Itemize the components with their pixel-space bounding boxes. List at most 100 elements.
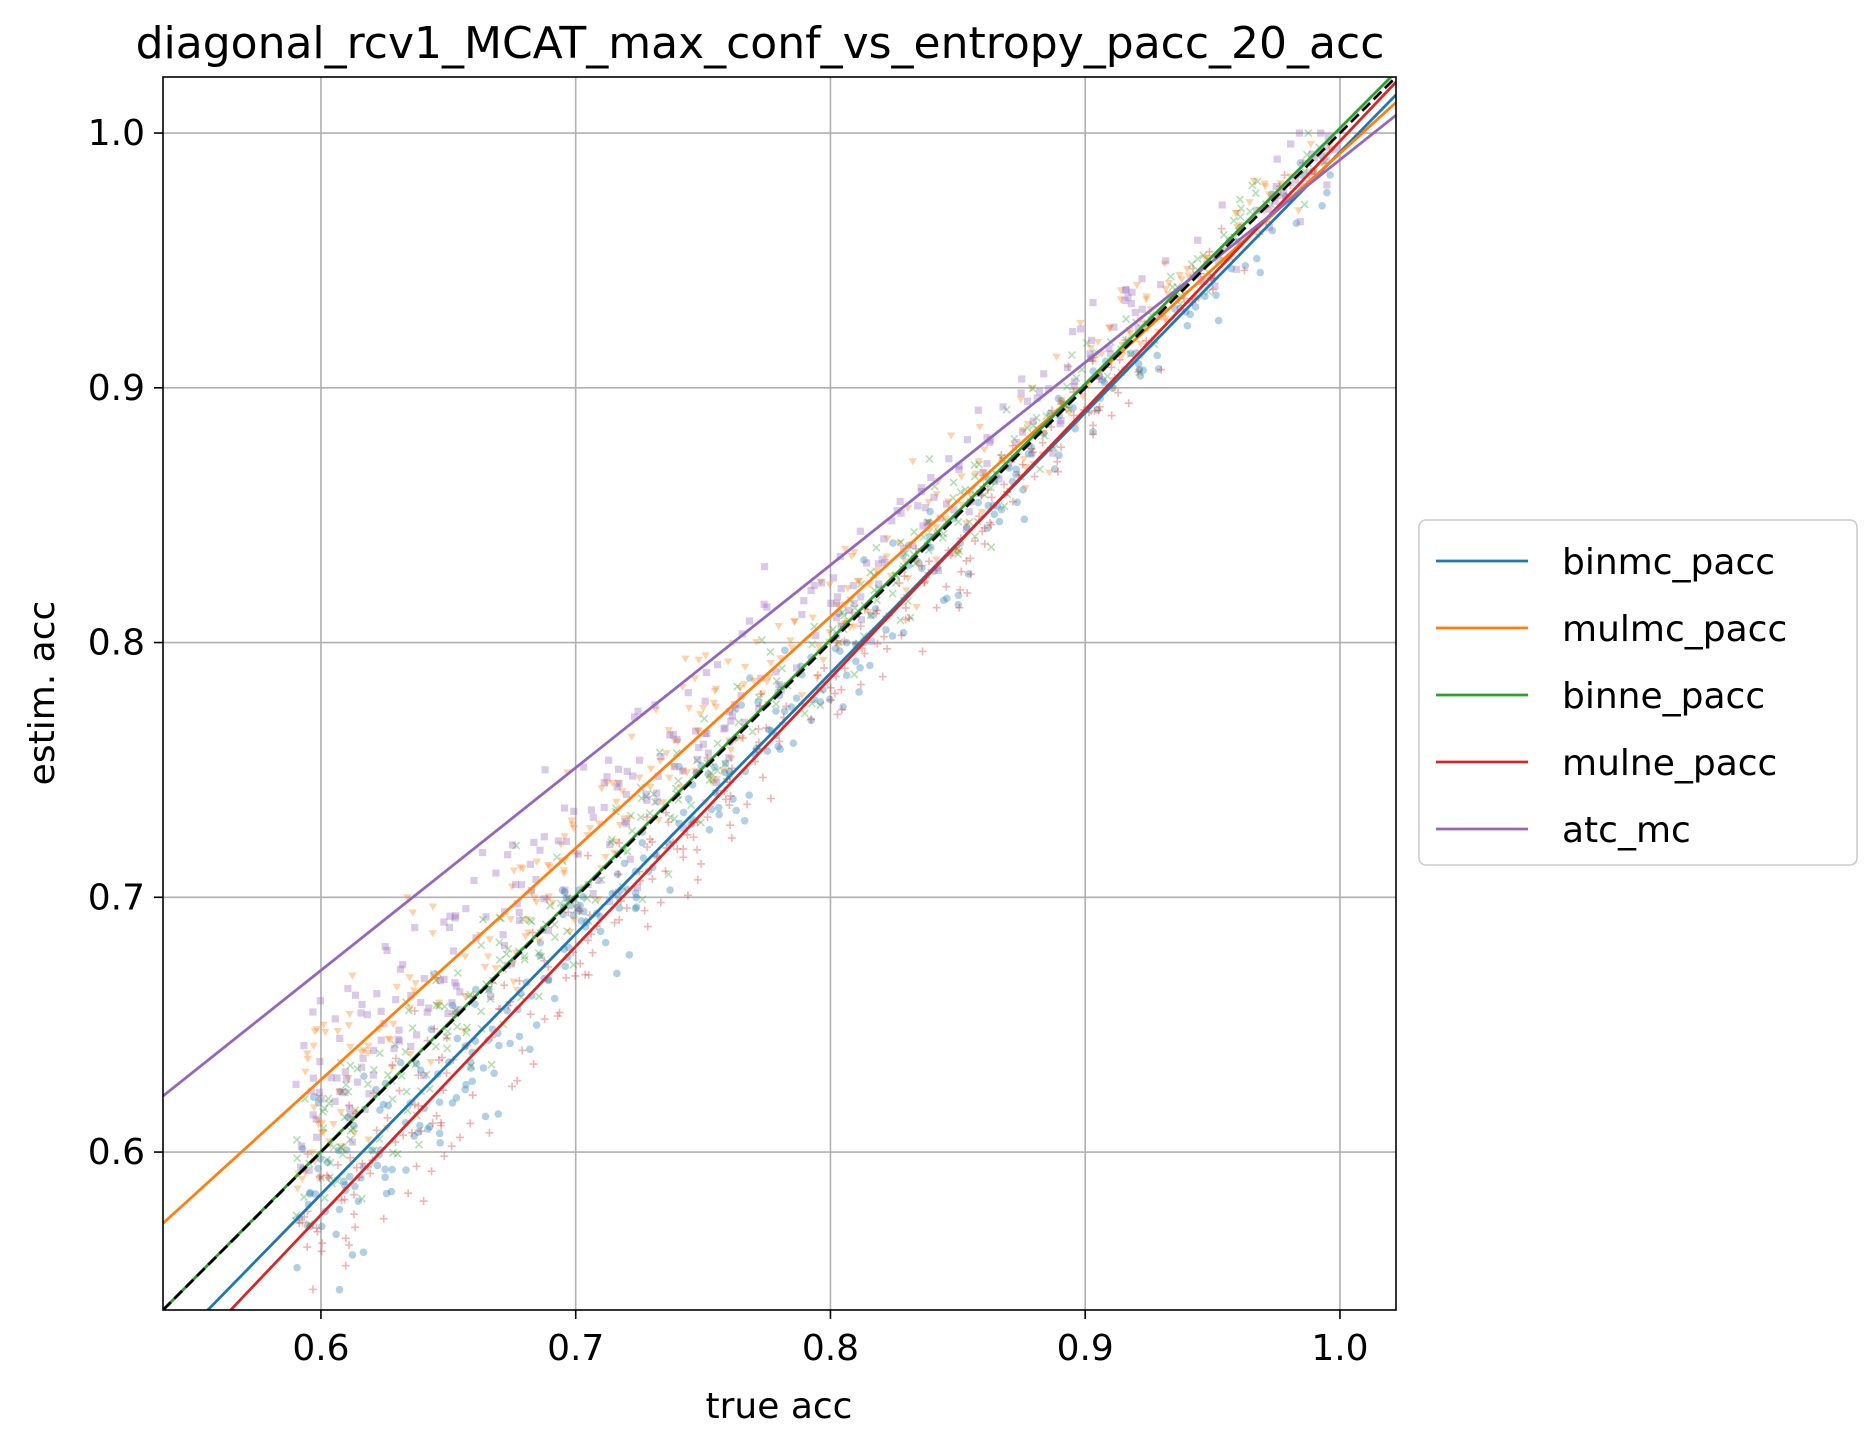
scatter-point xyxy=(512,841,521,850)
scatter-point xyxy=(442,1034,451,1043)
scatter-point xyxy=(512,880,520,889)
scatter-point xyxy=(358,1000,366,1009)
scatter-point xyxy=(738,733,747,742)
scatter-point xyxy=(955,603,964,612)
scatter-point xyxy=(348,1251,357,1259)
scatter-point xyxy=(699,740,707,748)
scatter-point xyxy=(308,1149,317,1157)
scatter-point xyxy=(382,1189,391,1198)
scatter-point xyxy=(443,1027,452,1036)
scatter-point xyxy=(303,1150,312,1159)
x-tick-label: 0.8 xyxy=(802,1328,859,1369)
scatter-point xyxy=(713,739,722,748)
scatter-point xyxy=(1177,276,1186,284)
scatter-point xyxy=(886,572,896,581)
scatter-point xyxy=(832,599,841,607)
scatter-point xyxy=(901,615,910,624)
scatter-point xyxy=(1132,281,1142,290)
scatter-point xyxy=(882,553,891,561)
scatter-point xyxy=(826,683,835,692)
scatter-point xyxy=(723,658,733,666)
scatter-point xyxy=(1028,448,1037,457)
scatter-point xyxy=(1122,285,1130,294)
scatter-point xyxy=(363,1011,371,1019)
scatter-point xyxy=(1027,444,1036,453)
scatter-point xyxy=(1125,330,1135,338)
scatter-point xyxy=(966,554,975,563)
scatter-point xyxy=(684,794,693,803)
scatter-point xyxy=(654,772,662,780)
scatter-point xyxy=(664,818,673,827)
scatter-point xyxy=(874,580,883,588)
scatter-point xyxy=(1233,209,1242,218)
diagonal-reference-line xyxy=(163,77,1396,1310)
scatter-point xyxy=(411,980,420,988)
scatter-point xyxy=(1212,291,1220,299)
scatter-point xyxy=(1030,472,1039,481)
scatter-point xyxy=(872,567,881,575)
scatter-point xyxy=(500,941,509,950)
scatter-point xyxy=(949,493,958,503)
scatter-point xyxy=(706,768,716,778)
x-tick-label: 0.6 xyxy=(292,1328,349,1369)
scatter-point xyxy=(461,1085,470,1094)
scatter-point xyxy=(344,1113,352,1122)
scatter-point xyxy=(340,1195,349,1204)
scatter-point xyxy=(813,671,822,680)
scatter-point xyxy=(345,1043,355,1051)
scatter-point xyxy=(1086,344,1095,353)
scatter-point xyxy=(837,705,846,714)
scatter-point xyxy=(702,668,711,677)
scatter-point xyxy=(480,963,490,972)
scatter-point xyxy=(597,785,606,793)
scatter-point xyxy=(613,870,622,878)
scatter-point xyxy=(848,608,857,617)
scatter-point xyxy=(596,927,605,936)
grid xyxy=(163,77,1396,1310)
scatter-point xyxy=(918,647,927,656)
scatter-point xyxy=(1115,355,1124,364)
scatter-point xyxy=(440,975,448,983)
scatter-point xyxy=(1018,428,1027,436)
scatter-point xyxy=(390,1040,400,1049)
scatter-point xyxy=(762,678,772,686)
scatter-point xyxy=(664,727,673,735)
scatter-point xyxy=(1142,293,1151,301)
scatter-point xyxy=(313,1133,321,1141)
y-axis-label: estim. acc xyxy=(22,601,63,786)
scatter-point xyxy=(648,837,657,846)
scatter-point xyxy=(808,640,817,649)
scatter-point xyxy=(589,813,597,821)
scatter-point xyxy=(995,517,1004,526)
fit-line-mulmc_pacc xyxy=(163,101,1396,1225)
scatter-point xyxy=(757,636,766,645)
scatter-point xyxy=(953,550,962,559)
scatter-point xyxy=(1000,480,1009,489)
scatter-point xyxy=(495,955,504,965)
scatter-point xyxy=(1067,351,1076,360)
scatter-point xyxy=(997,505,1006,514)
scatter-point xyxy=(333,1160,342,1169)
scatter-point xyxy=(635,774,644,782)
scatter-point xyxy=(1016,396,1025,404)
scatter-point xyxy=(357,1194,366,1203)
scatter-point xyxy=(1208,285,1217,294)
scatter-point xyxy=(832,613,840,622)
scatter-point xyxy=(1235,195,1244,204)
scatter-point xyxy=(431,1042,440,1051)
scatter-point xyxy=(1029,421,1038,430)
scatter-point xyxy=(826,695,834,704)
scatter-point xyxy=(345,1101,354,1110)
scatter-point xyxy=(541,766,549,774)
scatter-point xyxy=(681,655,690,663)
scatter-point xyxy=(714,803,723,812)
y-tick-label: 0.7 xyxy=(88,877,145,918)
scatter-point xyxy=(595,820,604,828)
scatter-point xyxy=(1162,318,1171,326)
scatter-point xyxy=(1135,365,1144,374)
scatter-point xyxy=(1094,406,1103,415)
x-tick-label: 0.9 xyxy=(1057,1328,1114,1369)
scatter-point xyxy=(754,698,762,706)
scatter-point xyxy=(888,632,897,640)
scatter-point xyxy=(453,1022,462,1031)
